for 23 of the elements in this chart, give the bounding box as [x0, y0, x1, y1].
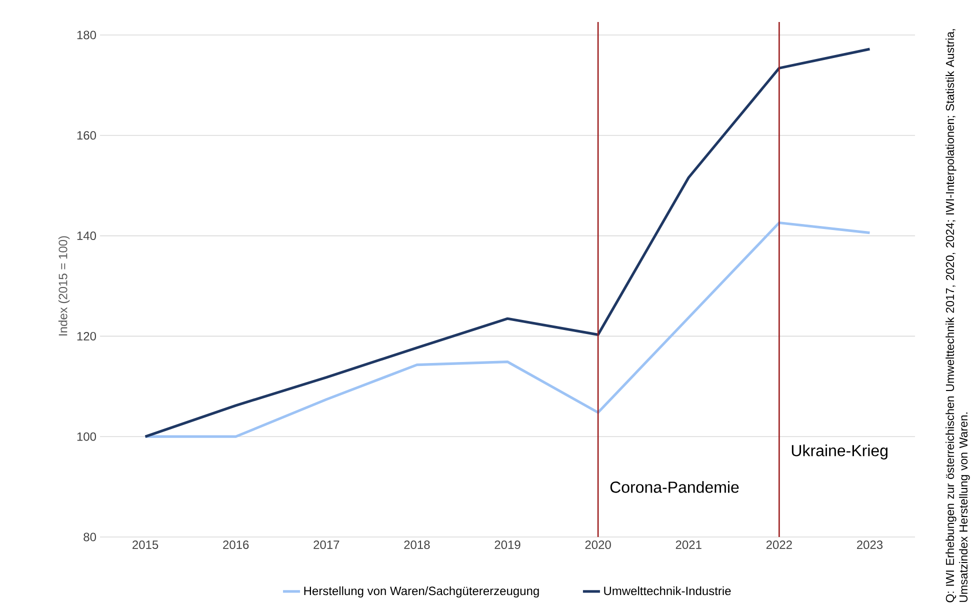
- x-tick-label: 2021: [676, 540, 702, 550]
- y-tick-label: 140: [77, 232, 96, 240]
- x-tick-label: 2019: [494, 540, 520, 550]
- x-tick-label: 2017: [314, 540, 340, 550]
- x-tick-label: 2018: [404, 540, 430, 550]
- y-tick-label: 120: [77, 332, 96, 340]
- y-tick-label: 100: [77, 432, 96, 441]
- y-axis-title: Index (2015 = 100): [58, 236, 70, 336]
- ref-line-label: Ukraine-Krieg: [792, 444, 888, 460]
- legend-label: Herstellung von Waren/Sachgütererzeugung: [304, 586, 539, 598]
- line-series: [144, 221, 872, 438]
- x-tick-label: 2016: [223, 540, 249, 550]
- line-series: [144, 48, 872, 438]
- ref-line-label: Corona-Pandemie: [610, 481, 739, 493]
- legend-label: Umwelttechnik-Industrie: [604, 586, 731, 596]
- y-tick-label: 160: [77, 131, 96, 140]
- x-tick-label: 2023: [856, 540, 883, 550]
- y-tick-label: 180: [77, 30, 96, 40]
- x-tick-label: 2020: [585, 540, 611, 550]
- x-tick-label: 2015: [132, 540, 158, 550]
- x-tick-label: 2022: [766, 540, 792, 550]
- text: Q: IWI Erhebungen zur österreichischen Umwelttechnik 2017, 2020, 2024; IWI-Interpolationen; Statistik Austria, Umsatzindex Herstellung von Waren.: [946, 29, 970, 602]
- y-tick-label: 80: [84, 532, 96, 542]
